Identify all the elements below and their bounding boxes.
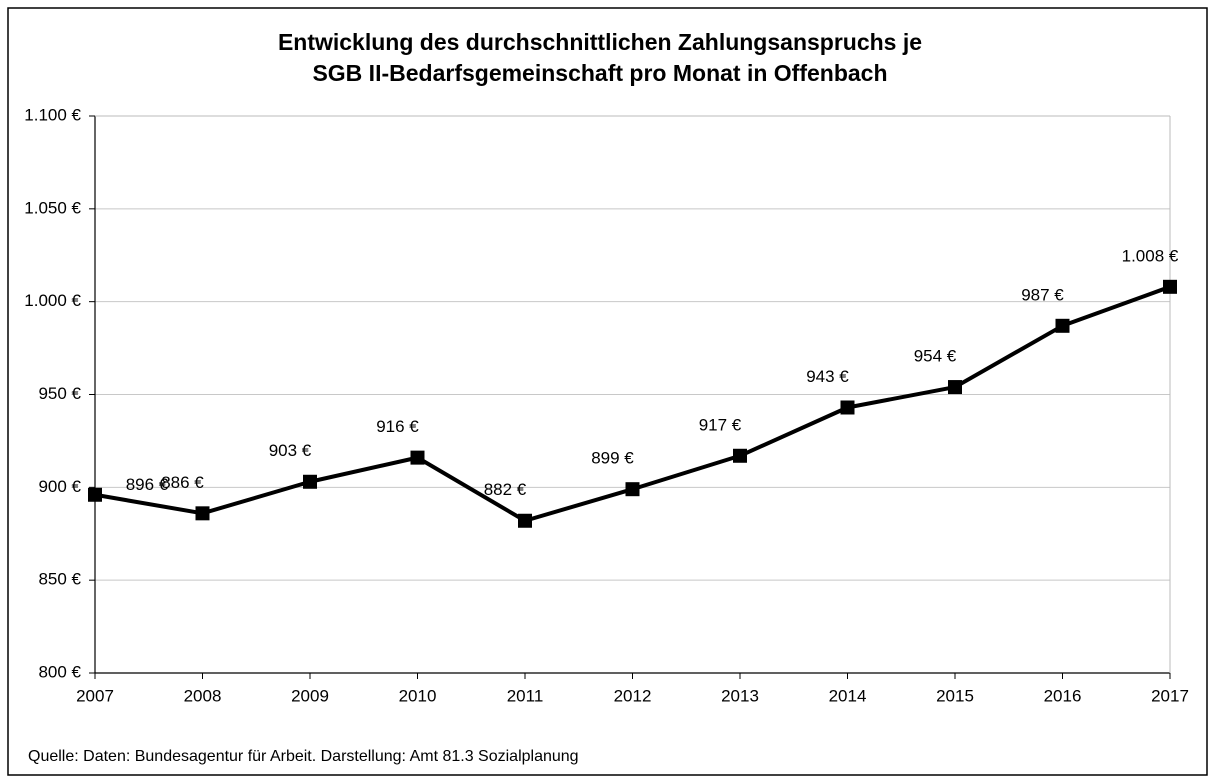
- point-marker: [1055, 318, 1070, 333]
- point-marker: [195, 506, 210, 521]
- point-marker: [625, 482, 640, 497]
- data-label: 903 €: [269, 441, 312, 460]
- y-tick-label: 800 €: [38, 662, 81, 681]
- y-tick-label: 900 €: [38, 477, 81, 496]
- y-tick-label: 1.100 €: [24, 105, 81, 124]
- y-tick-label: 850 €: [38, 570, 81, 589]
- chart-title: SGB II-Bedarfsgemeinschaft pro Monat in …: [312, 60, 887, 86]
- data-label: 896 €: [126, 475, 169, 494]
- x-tick-label: 2015: [936, 686, 974, 705]
- point-marker: [1163, 279, 1177, 294]
- data-label: 987 €: [1021, 285, 1064, 304]
- point-marker: [733, 448, 747, 463]
- data-label: 1.008 €: [1122, 246, 1179, 265]
- point-marker: [840, 400, 855, 415]
- x-tick-label: 2010: [399, 686, 437, 705]
- data-label: 943 €: [806, 367, 849, 386]
- data-label: 954 €: [914, 347, 957, 366]
- point-marker: [303, 474, 317, 489]
- point-marker: [410, 450, 425, 465]
- y-tick-label: 1.050 €: [24, 198, 81, 217]
- x-tick-label: 2014: [829, 686, 867, 705]
- data-label: 916 €: [376, 417, 419, 436]
- x-tick-label: 2007: [76, 686, 114, 705]
- data-label: 899 €: [591, 449, 634, 468]
- x-tick-label: 2011: [507, 686, 544, 705]
- x-tick-label: 2016: [1044, 686, 1082, 705]
- x-tick-label: 2017: [1151, 686, 1189, 705]
- point-marker: [518, 513, 532, 528]
- x-tick-label: 2013: [721, 686, 759, 705]
- chart-title: Entwicklung des durchschnittlichen Zahlu…: [278, 29, 922, 55]
- x-tick-label: 2012: [614, 686, 652, 705]
- data-label: 917 €: [699, 415, 742, 434]
- x-tick-label: 2009: [291, 686, 329, 705]
- data-label: 886 €: [161, 473, 204, 492]
- data-label: 882 €: [484, 480, 527, 499]
- point-marker: [948, 380, 962, 395]
- source-note: Quelle: Daten: Bundesagentur für Arbeit.…: [28, 748, 579, 765]
- x-tick-label: 2008: [184, 686, 222, 705]
- chart-frame: [7, 7, 1208, 776]
- y-tick-label: 1.000 €: [24, 291, 81, 310]
- point-marker: [88, 487, 102, 502]
- y-tick-label: 950 €: [38, 384, 81, 403]
